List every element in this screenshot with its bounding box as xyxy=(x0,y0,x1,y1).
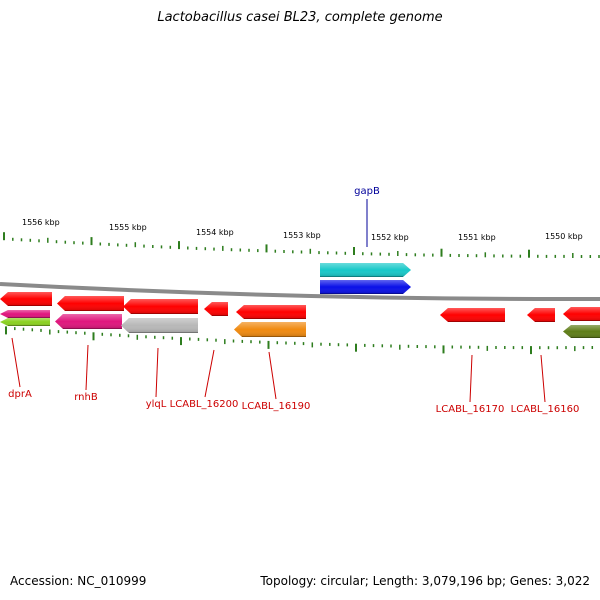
gene-arrow-shading xyxy=(0,292,52,306)
gene-label-leader xyxy=(155,347,159,398)
gene-label-lcabl-16160: LCABL_16160 xyxy=(511,404,580,415)
gene-label-leader xyxy=(268,351,277,400)
gene-label-lcabl-16170: LCABL_16170 xyxy=(436,404,505,415)
gene-arrow-shading xyxy=(563,325,600,338)
gene-arrow-shading xyxy=(440,308,505,322)
scale-label: 1551 kbp xyxy=(458,233,496,242)
gene-arrow-shading xyxy=(57,296,124,311)
gene-label-drpA: dprA xyxy=(8,389,32,400)
scale-label: 1552 kbp xyxy=(371,233,409,242)
gene-arrow-shading xyxy=(55,314,122,329)
gene-arrow-shading xyxy=(320,280,411,294)
gene-arrow-shading xyxy=(236,305,306,319)
inner-scale-ticks xyxy=(5,326,594,355)
gene-arrow-shading xyxy=(0,318,50,326)
gene-label-leader xyxy=(11,337,21,388)
gene-label-leader xyxy=(540,354,546,403)
gene-label-gapB: gapB xyxy=(354,186,380,197)
gene-arrow-shading xyxy=(123,299,198,314)
gene-label-ylqL: ylqL xyxy=(146,399,167,410)
scale-label: 1550 kbp xyxy=(545,232,583,241)
scale-label: 1553 kbp xyxy=(283,231,321,240)
gene-arrow-shading xyxy=(121,318,198,333)
genome-backbone xyxy=(0,282,600,302)
accession-text: Accession: NC_010999 xyxy=(10,574,147,588)
map-title: Lactobacillus casei BL23, complete genom… xyxy=(157,10,443,25)
gene-arrow-shading xyxy=(0,310,50,318)
gene-label-leader xyxy=(204,349,215,398)
scale-label: 1554 kbp xyxy=(196,228,234,237)
gene-arrow-shading xyxy=(563,307,600,321)
gene-arrow-shading xyxy=(320,263,411,277)
gene-label-rnhB: rnhB xyxy=(74,392,98,403)
gene-arrow-shading xyxy=(234,322,306,337)
gene-arrow-shading xyxy=(204,302,228,316)
gene-label-lcabl-16190: LCABL_16190 xyxy=(242,401,311,412)
scale-label: 1555 kbp xyxy=(109,223,147,232)
genome-summary-text: Topology: circular; Length: 3,079,196 bp… xyxy=(260,574,590,588)
gene-arrow-shading xyxy=(527,308,555,322)
gene-label-leader xyxy=(85,344,89,391)
outer-scale-ticks xyxy=(3,232,600,258)
gene-label-leader xyxy=(469,354,473,403)
gene-label-lcabl-16200: LCABL_16200 xyxy=(170,399,239,410)
scale-label: 1556 kbp xyxy=(22,218,60,227)
